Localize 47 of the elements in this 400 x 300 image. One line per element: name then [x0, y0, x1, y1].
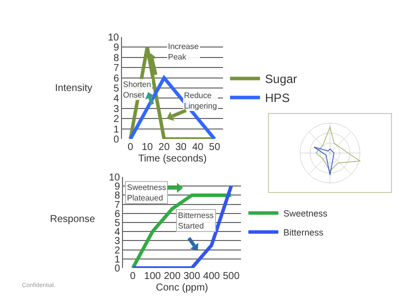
y-tick-label: 2 — [114, 245, 120, 256]
x-tick-label: 500 — [222, 271, 240, 282]
x-tick-label: 0 — [130, 271, 136, 282]
y-tick-label: 2 — [113, 114, 120, 126]
x-tick-label: 50 — [209, 142, 221, 153]
x-tick-label: 0 — [128, 142, 134, 153]
x-tick-label: 200 — [164, 271, 181, 282]
y-tick-label: 3 — [113, 104, 120, 115]
y-tick-label: 5 — [114, 218, 120, 229]
annotation: Sweetness Plateaued — [127, 183, 166, 202]
x-axis-title: Time (seconds) — [138, 154, 207, 164]
y-tick-label: 10 — [108, 32, 120, 44]
x-tick-label: 40 — [192, 142, 204, 153]
y-tick-label: 6 — [114, 208, 120, 220]
y-tick-label: 1 — [114, 254, 120, 266]
legend-label: Sweetness — [283, 208, 328, 219]
y-tick-label: 4 — [114, 227, 120, 238]
legend-label: Bitterness — [283, 228, 324, 238]
y-tick-label: 3 — [114, 236, 120, 248]
y-tick-label: 5 — [113, 84, 120, 94]
y-tick-label: 7 — [114, 200, 120, 211]
y-tick-label: 8 — [113, 52, 120, 64]
annotation: Increase Peak — [168, 42, 200, 62]
y-tick-label: 10 — [108, 172, 120, 184]
y-tick-label: 9 — [113, 42, 120, 54]
x-tick-label: 10 — [142, 142, 154, 153]
y-tick-label: 8 — [114, 190, 120, 202]
y-tick-label: 0 — [114, 264, 120, 274]
legend-label: Sugar — [265, 72, 298, 86]
x-tick-label: 300 — [183, 271, 201, 282]
x-tick-label: 30 — [175, 142, 187, 153]
x-tick-label: 400 — [203, 271, 220, 282]
y-tick-label: 0 — [113, 134, 120, 146]
y-axis-title: Response — [50, 214, 96, 225]
annotation: Bitterness Started — [178, 211, 214, 230]
x-axis-title: Conc (ppm) — [156, 282, 208, 294]
x-tick-label: 20 — [158, 142, 170, 153]
legend-label: HPS — [265, 91, 290, 106]
annotation: Reduce Lingering — [184, 91, 217, 110]
y-tick-label: 9 — [114, 182, 120, 193]
y-tick-label: 7 — [113, 63, 120, 74]
y-axis-title: Intensity — [55, 83, 92, 94]
x-tick-label: 100 — [144, 271, 162, 282]
y-tick-label: 1 — [113, 124, 120, 136]
y-tick-label: 4 — [113, 94, 120, 105]
annotation: Shorten Onset — [123, 80, 152, 100]
y-tick-label: 6 — [113, 73, 120, 84]
